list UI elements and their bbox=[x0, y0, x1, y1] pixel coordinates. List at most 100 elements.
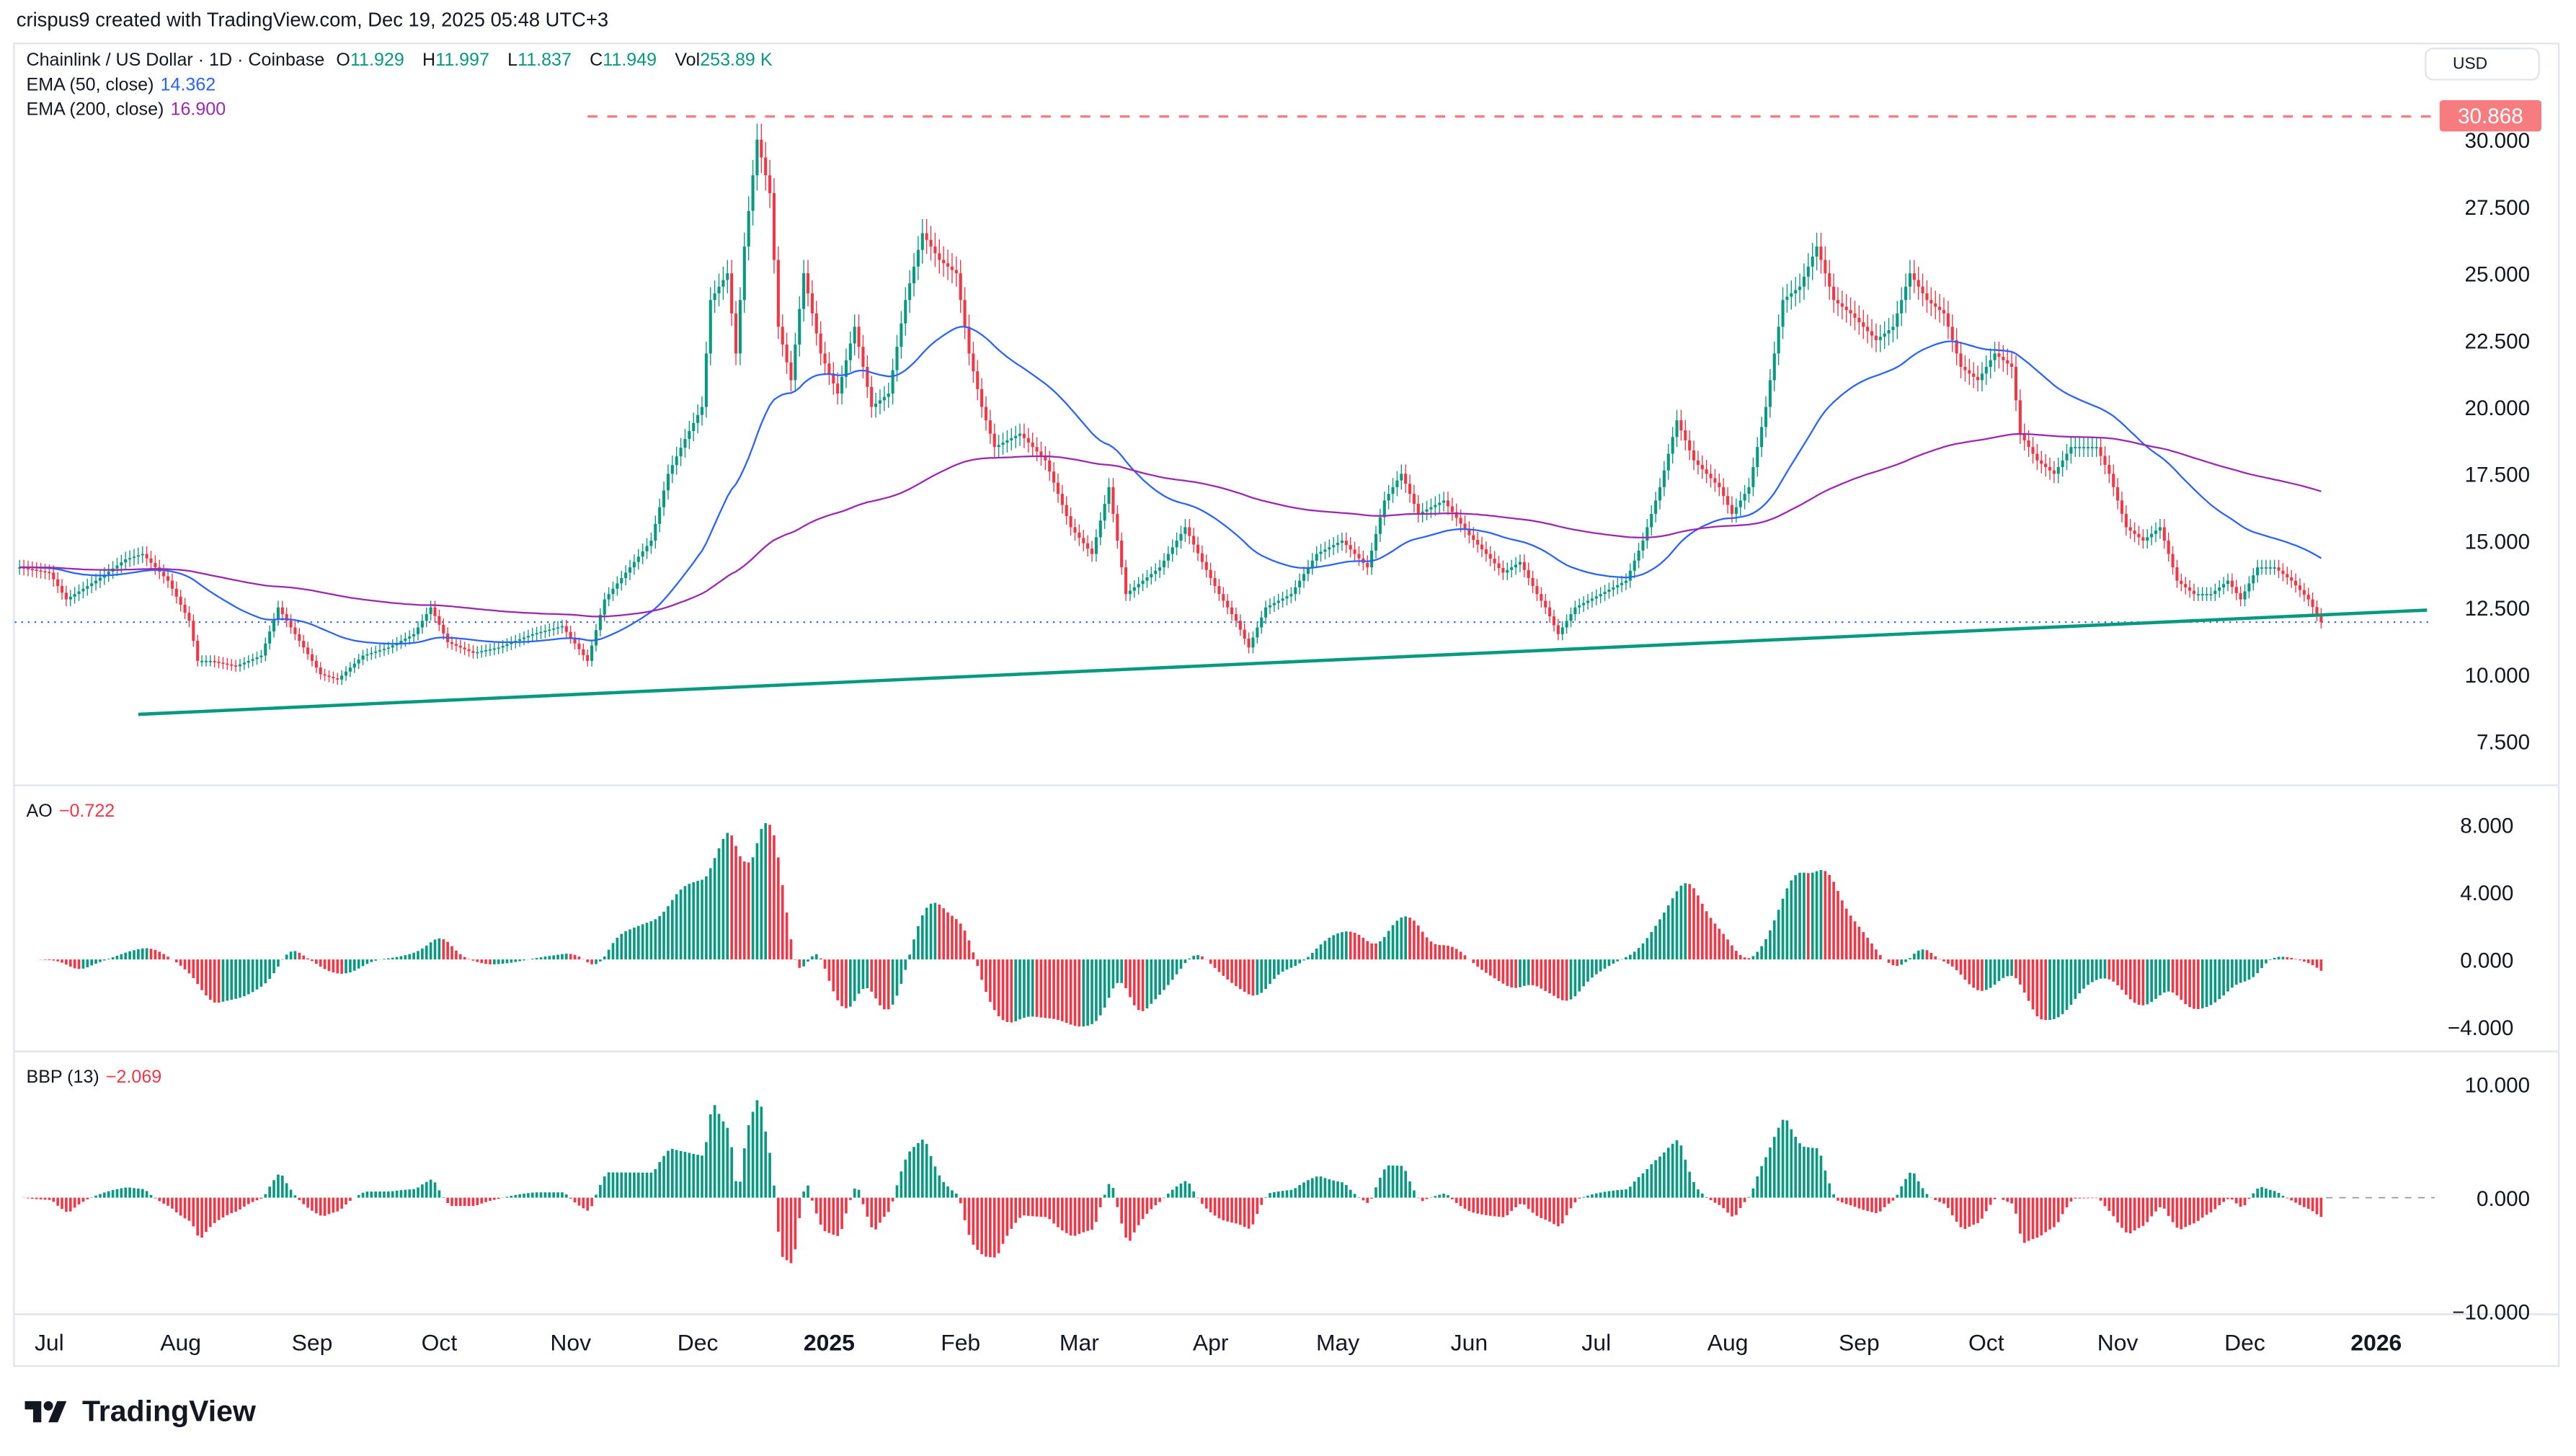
bbp-bar bbox=[1328, 1179, 1331, 1198]
low-value: 11.837 bbox=[518, 50, 572, 71]
bbp-bar bbox=[883, 1197, 886, 1217]
bbp-bar bbox=[1709, 1197, 1713, 1200]
bbp-bar bbox=[408, 1189, 412, 1198]
ao-bar bbox=[920, 915, 924, 960]
ao-bar bbox=[2311, 959, 2314, 966]
ao-bar bbox=[2015, 959, 2017, 979]
candle-body bbox=[399, 641, 403, 644]
high-value: 11.997 bbox=[435, 50, 489, 71]
bbp-bar bbox=[726, 1127, 729, 1198]
ema200-label: EMA (200, close) bbox=[26, 100, 164, 120]
bbp-bar bbox=[773, 1185, 776, 1198]
candle-body bbox=[1416, 504, 1420, 514]
bbp-bar bbox=[2040, 1197, 2043, 1235]
candle-body bbox=[1772, 353, 1776, 381]
bbp-bar bbox=[221, 1197, 225, 1218]
bbp-bar bbox=[1459, 1197, 1462, 1207]
bbp-bar bbox=[1472, 1197, 1475, 1213]
ao-bar bbox=[590, 959, 593, 964]
ao-bar bbox=[43, 959, 47, 960]
candle-body bbox=[1768, 380, 1772, 407]
bbp-bar bbox=[989, 1197, 992, 1258]
candle-body bbox=[2014, 366, 2018, 401]
bbp-bar bbox=[1599, 1192, 1602, 1198]
candle-body bbox=[1815, 247, 1818, 257]
symbol-title[interactable]: Chainlink / US Dollar · 1D · Coinbase bbox=[26, 50, 325, 71]
ao-bar bbox=[726, 833, 729, 960]
ao-bar bbox=[1391, 925, 1395, 960]
candle-body bbox=[776, 259, 780, 327]
ema200-legend[interactable]: EMA (200, close) 16.900 bbox=[26, 100, 232, 120]
bbp-bar bbox=[2137, 1197, 2141, 1228]
ao-bar bbox=[1976, 959, 1979, 990]
candle-body bbox=[1811, 256, 1814, 267]
ao-bar bbox=[332, 959, 335, 973]
bbp-bar bbox=[187, 1197, 191, 1221]
candle-body bbox=[1315, 554, 1318, 561]
candle-body bbox=[2150, 533, 2154, 538]
ao-bar bbox=[1836, 891, 1839, 960]
ao-bar bbox=[599, 959, 602, 962]
ao-bar bbox=[1328, 937, 1331, 960]
ao-bar bbox=[2154, 959, 2157, 999]
ao-bar bbox=[1658, 919, 1661, 960]
ao-bar bbox=[870, 959, 874, 992]
candle-body bbox=[1391, 487, 1395, 494]
candle-body bbox=[1082, 538, 1085, 543]
bbp-bar bbox=[255, 1197, 259, 1201]
ao-bar bbox=[629, 929, 631, 960]
candle-body bbox=[1853, 313, 1857, 318]
bbp-bar bbox=[1887, 1197, 1891, 1204]
bbp-bar bbox=[1697, 1189, 1700, 1198]
candle-body bbox=[1700, 464, 1704, 470]
ao-bar bbox=[662, 911, 665, 960]
bbp-bar bbox=[1950, 1197, 1954, 1216]
candle-body bbox=[1666, 453, 1670, 471]
month-tick-label: Sep bbox=[1839, 1330, 1880, 1356]
bbp-bar bbox=[1222, 1197, 1225, 1221]
ao-legend[interactable]: AO −0.722 bbox=[26, 802, 121, 821]
tradingview-logo[interactable]: TradingView bbox=[17, 1395, 256, 1429]
bbp-bar bbox=[2019, 1197, 2022, 1234]
candle-body bbox=[370, 652, 373, 654]
bbp-bar bbox=[675, 1150, 678, 1198]
candle-body bbox=[35, 569, 38, 572]
ao-bar bbox=[361, 959, 365, 967]
ao-bar bbox=[48, 959, 51, 961]
ao-bar bbox=[1442, 945, 1445, 960]
candle-body bbox=[174, 588, 178, 597]
candle-body bbox=[1527, 569, 1530, 578]
ema50-legend[interactable]: EMA (50, close) 14.362 bbox=[26, 76, 222, 95]
bbp-bar bbox=[705, 1142, 708, 1198]
bbp-bar bbox=[349, 1197, 352, 1201]
candle-body bbox=[1955, 339, 1958, 354]
candle-body bbox=[882, 396, 886, 401]
candle-body bbox=[692, 422, 696, 431]
candle-body bbox=[1154, 570, 1158, 574]
currency-button[interactable]: USD bbox=[2425, 48, 2540, 81]
ao-bar bbox=[2074, 959, 2077, 999]
bbp-bar bbox=[497, 1197, 500, 1199]
ao-bar bbox=[2044, 959, 2047, 1021]
bbp-legend[interactable]: BBP (13) −2.069 bbox=[26, 1068, 168, 1088]
bbp-bar bbox=[463, 1197, 466, 1207]
bbp-bar bbox=[2180, 1197, 2183, 1230]
ao-bar bbox=[399, 956, 403, 960]
bbp-bar bbox=[827, 1197, 831, 1233]
ao-bar bbox=[1014, 959, 1017, 1021]
ao-bar bbox=[938, 904, 941, 960]
bbp-bar bbox=[2277, 1193, 2280, 1198]
ao-bar bbox=[1281, 959, 1284, 972]
ao-bar bbox=[785, 912, 789, 960]
candle-body bbox=[688, 430, 691, 440]
bbp-bar bbox=[590, 1197, 593, 1207]
candle-body bbox=[2162, 527, 2166, 541]
candle-body bbox=[1696, 460, 1700, 465]
candle-body bbox=[1395, 480, 1399, 487]
candle-body bbox=[1366, 562, 1369, 568]
bbp-bar bbox=[315, 1197, 318, 1214]
ao-bar bbox=[2231, 959, 2234, 988]
bbp-bar bbox=[1488, 1197, 1492, 1216]
candle-body bbox=[1862, 322, 1865, 327]
